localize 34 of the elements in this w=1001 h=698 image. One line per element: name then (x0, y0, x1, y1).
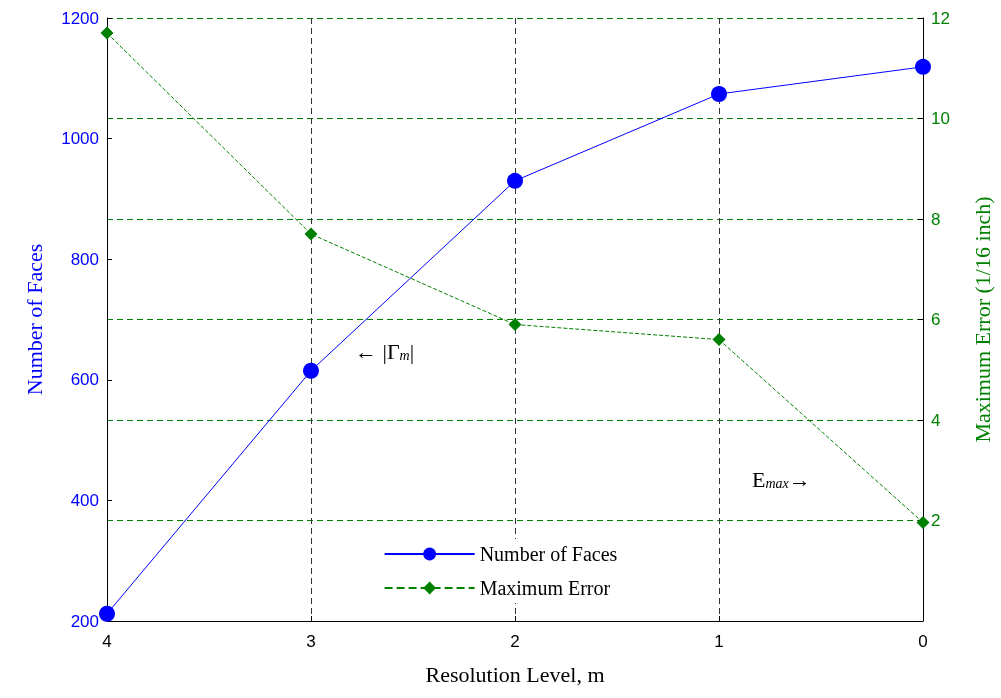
y-tick-label: 1000 (61, 129, 99, 149)
x-tick-label: 2 (510, 632, 520, 651)
y-tick-label: 1200 (61, 8, 99, 28)
point (507, 172, 523, 189)
point (303, 362, 319, 379)
point (304, 227, 318, 241)
point (915, 58, 931, 75)
y-tick-label: 400 (70, 490, 99, 510)
y2-axis-title: Maximum Error (1/16 inch) (969, 196, 995, 443)
y2-tick-label: 6 (931, 310, 941, 329)
y-tick-label: 800 (70, 249, 99, 269)
y2-tick-label: 4 (931, 410, 941, 430)
y2-tick-label: 2 (931, 511, 941, 530)
legend-label: Number of Faces (479, 543, 618, 565)
point (508, 318, 522, 332)
point (99, 605, 115, 622)
y2-tick-label: 10 (931, 109, 950, 128)
y2-tick-label: 12 (931, 8, 950, 28)
legend-label: Maximum Error (479, 577, 611, 599)
y-tick-label: 200 (70, 611, 99, 631)
point (916, 516, 930, 530)
point (100, 26, 114, 40)
y-axis-title: Number of Faces (21, 243, 47, 396)
annotation: Emax→ (752, 466, 811, 492)
point (712, 333, 726, 347)
y-tick-label: 600 (70, 370, 99, 390)
point (711, 85, 727, 102)
annotation: ← |Γm| (355, 338, 415, 364)
x-axis-title: Resolution Level, m (425, 661, 605, 687)
y2-tick-label: 8 (931, 209, 941, 229)
x-tick-label: 3 (306, 632, 316, 651)
x-tick-label: 1 (714, 632, 724, 651)
x-tick-label: 0 (918, 632, 928, 651)
x-tick-label: 4 (102, 632, 112, 651)
